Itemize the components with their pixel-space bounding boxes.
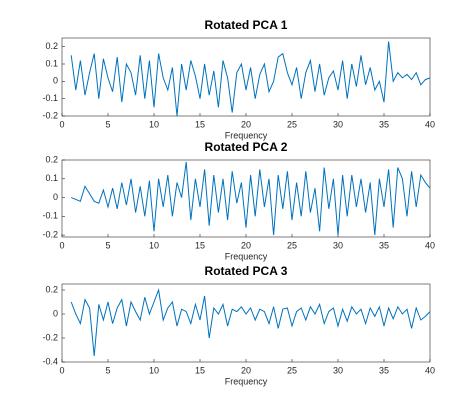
y-tick-label: -0.4 bbox=[42, 356, 58, 366]
y-tick-label: 0 bbox=[53, 192, 58, 202]
x-tick-label: 0 bbox=[59, 119, 64, 129]
x-tick-label: 15 bbox=[195, 119, 205, 129]
x-tick-label: 20 bbox=[241, 119, 251, 129]
x-tick-label: 10 bbox=[149, 365, 159, 375]
x-tick-label: 30 bbox=[333, 119, 343, 129]
x-tick-label: 0 bbox=[59, 240, 64, 250]
data-line bbox=[71, 161, 431, 236]
x-tick-label: 10 bbox=[149, 240, 159, 250]
x-tick-label: 15 bbox=[195, 365, 205, 375]
chart-title: Rotated PCA 2 bbox=[205, 140, 288, 154]
chart-title: Rotated PCA 3 bbox=[205, 264, 288, 278]
x-tick-label: 20 bbox=[241, 365, 251, 375]
x-tick-label: 5 bbox=[105, 240, 110, 250]
x-tick-label: 0 bbox=[59, 365, 64, 375]
x-tick-label: 20 bbox=[241, 240, 251, 250]
x-tick-label: 40 bbox=[425, 119, 435, 129]
x-tick-label: 35 bbox=[379, 240, 389, 250]
x-tick-label: 25 bbox=[287, 119, 297, 129]
x-axis-label: Frequency bbox=[225, 251, 268, 261]
y-tick-label: -0.2 bbox=[42, 110, 58, 120]
y-tick-label: 0.2 bbox=[45, 41, 58, 51]
x-tick-label: 30 bbox=[333, 240, 343, 250]
y-tick-label: -0.2 bbox=[42, 229, 58, 239]
x-tick-label: 40 bbox=[425, 365, 435, 375]
x-axis-label: Frequency bbox=[225, 376, 268, 386]
x-axis-label: Frequency bbox=[225, 130, 268, 140]
x-tick-label: 25 bbox=[287, 240, 297, 250]
y-tick-label: 0.1 bbox=[45, 173, 58, 183]
axes-box bbox=[61, 283, 431, 363]
chart-title: Rotated PCA 1 bbox=[205, 18, 288, 32]
x-tick-label: 35 bbox=[379, 365, 389, 375]
data-line bbox=[70, 288, 431, 357]
x-tick-label: 25 bbox=[287, 365, 297, 375]
x-tick-label: 5 bbox=[105, 365, 110, 375]
axes-box bbox=[61, 37, 431, 117]
data-line bbox=[70, 41, 431, 117]
y-tick-label: 0.2 bbox=[45, 284, 58, 294]
y-tick-label: 0.2 bbox=[45, 154, 58, 164]
y-tick-label: 0.1 bbox=[45, 58, 58, 68]
y-tick-label: 0 bbox=[53, 308, 58, 318]
x-tick-label: 5 bbox=[105, 119, 110, 129]
x-tick-label: 35 bbox=[379, 119, 389, 129]
x-tick-label: 40 bbox=[425, 240, 435, 250]
x-tick-label: 30 bbox=[333, 365, 343, 375]
y-tick-label: -0.2 bbox=[42, 332, 58, 342]
y-tick-label: -0.1 bbox=[42, 93, 58, 103]
y-tick-label: 0 bbox=[53, 76, 58, 86]
x-tick-label: 10 bbox=[149, 119, 159, 129]
y-tick-label: -0.1 bbox=[42, 211, 58, 221]
x-tick-label: 15 bbox=[195, 240, 205, 250]
